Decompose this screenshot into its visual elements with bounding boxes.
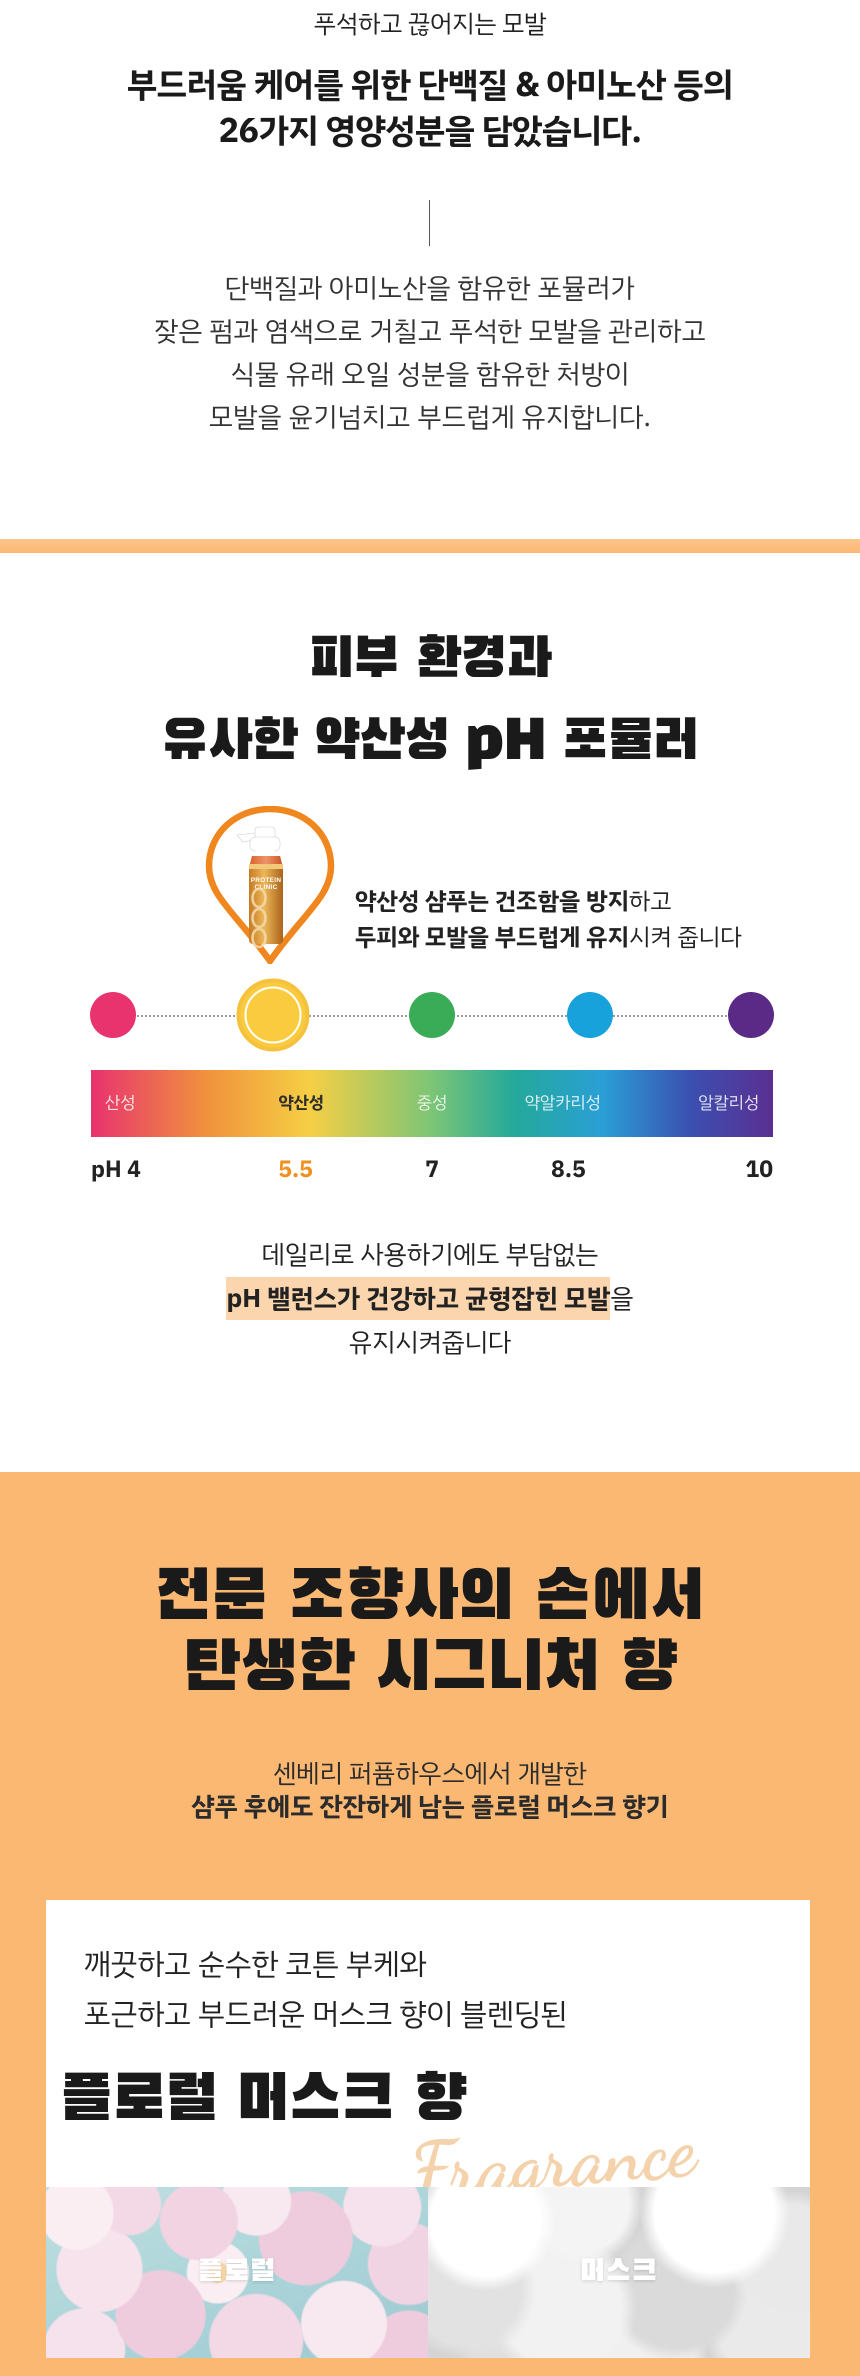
svg-text:PROTEIN: PROTEIN [251, 877, 282, 884]
